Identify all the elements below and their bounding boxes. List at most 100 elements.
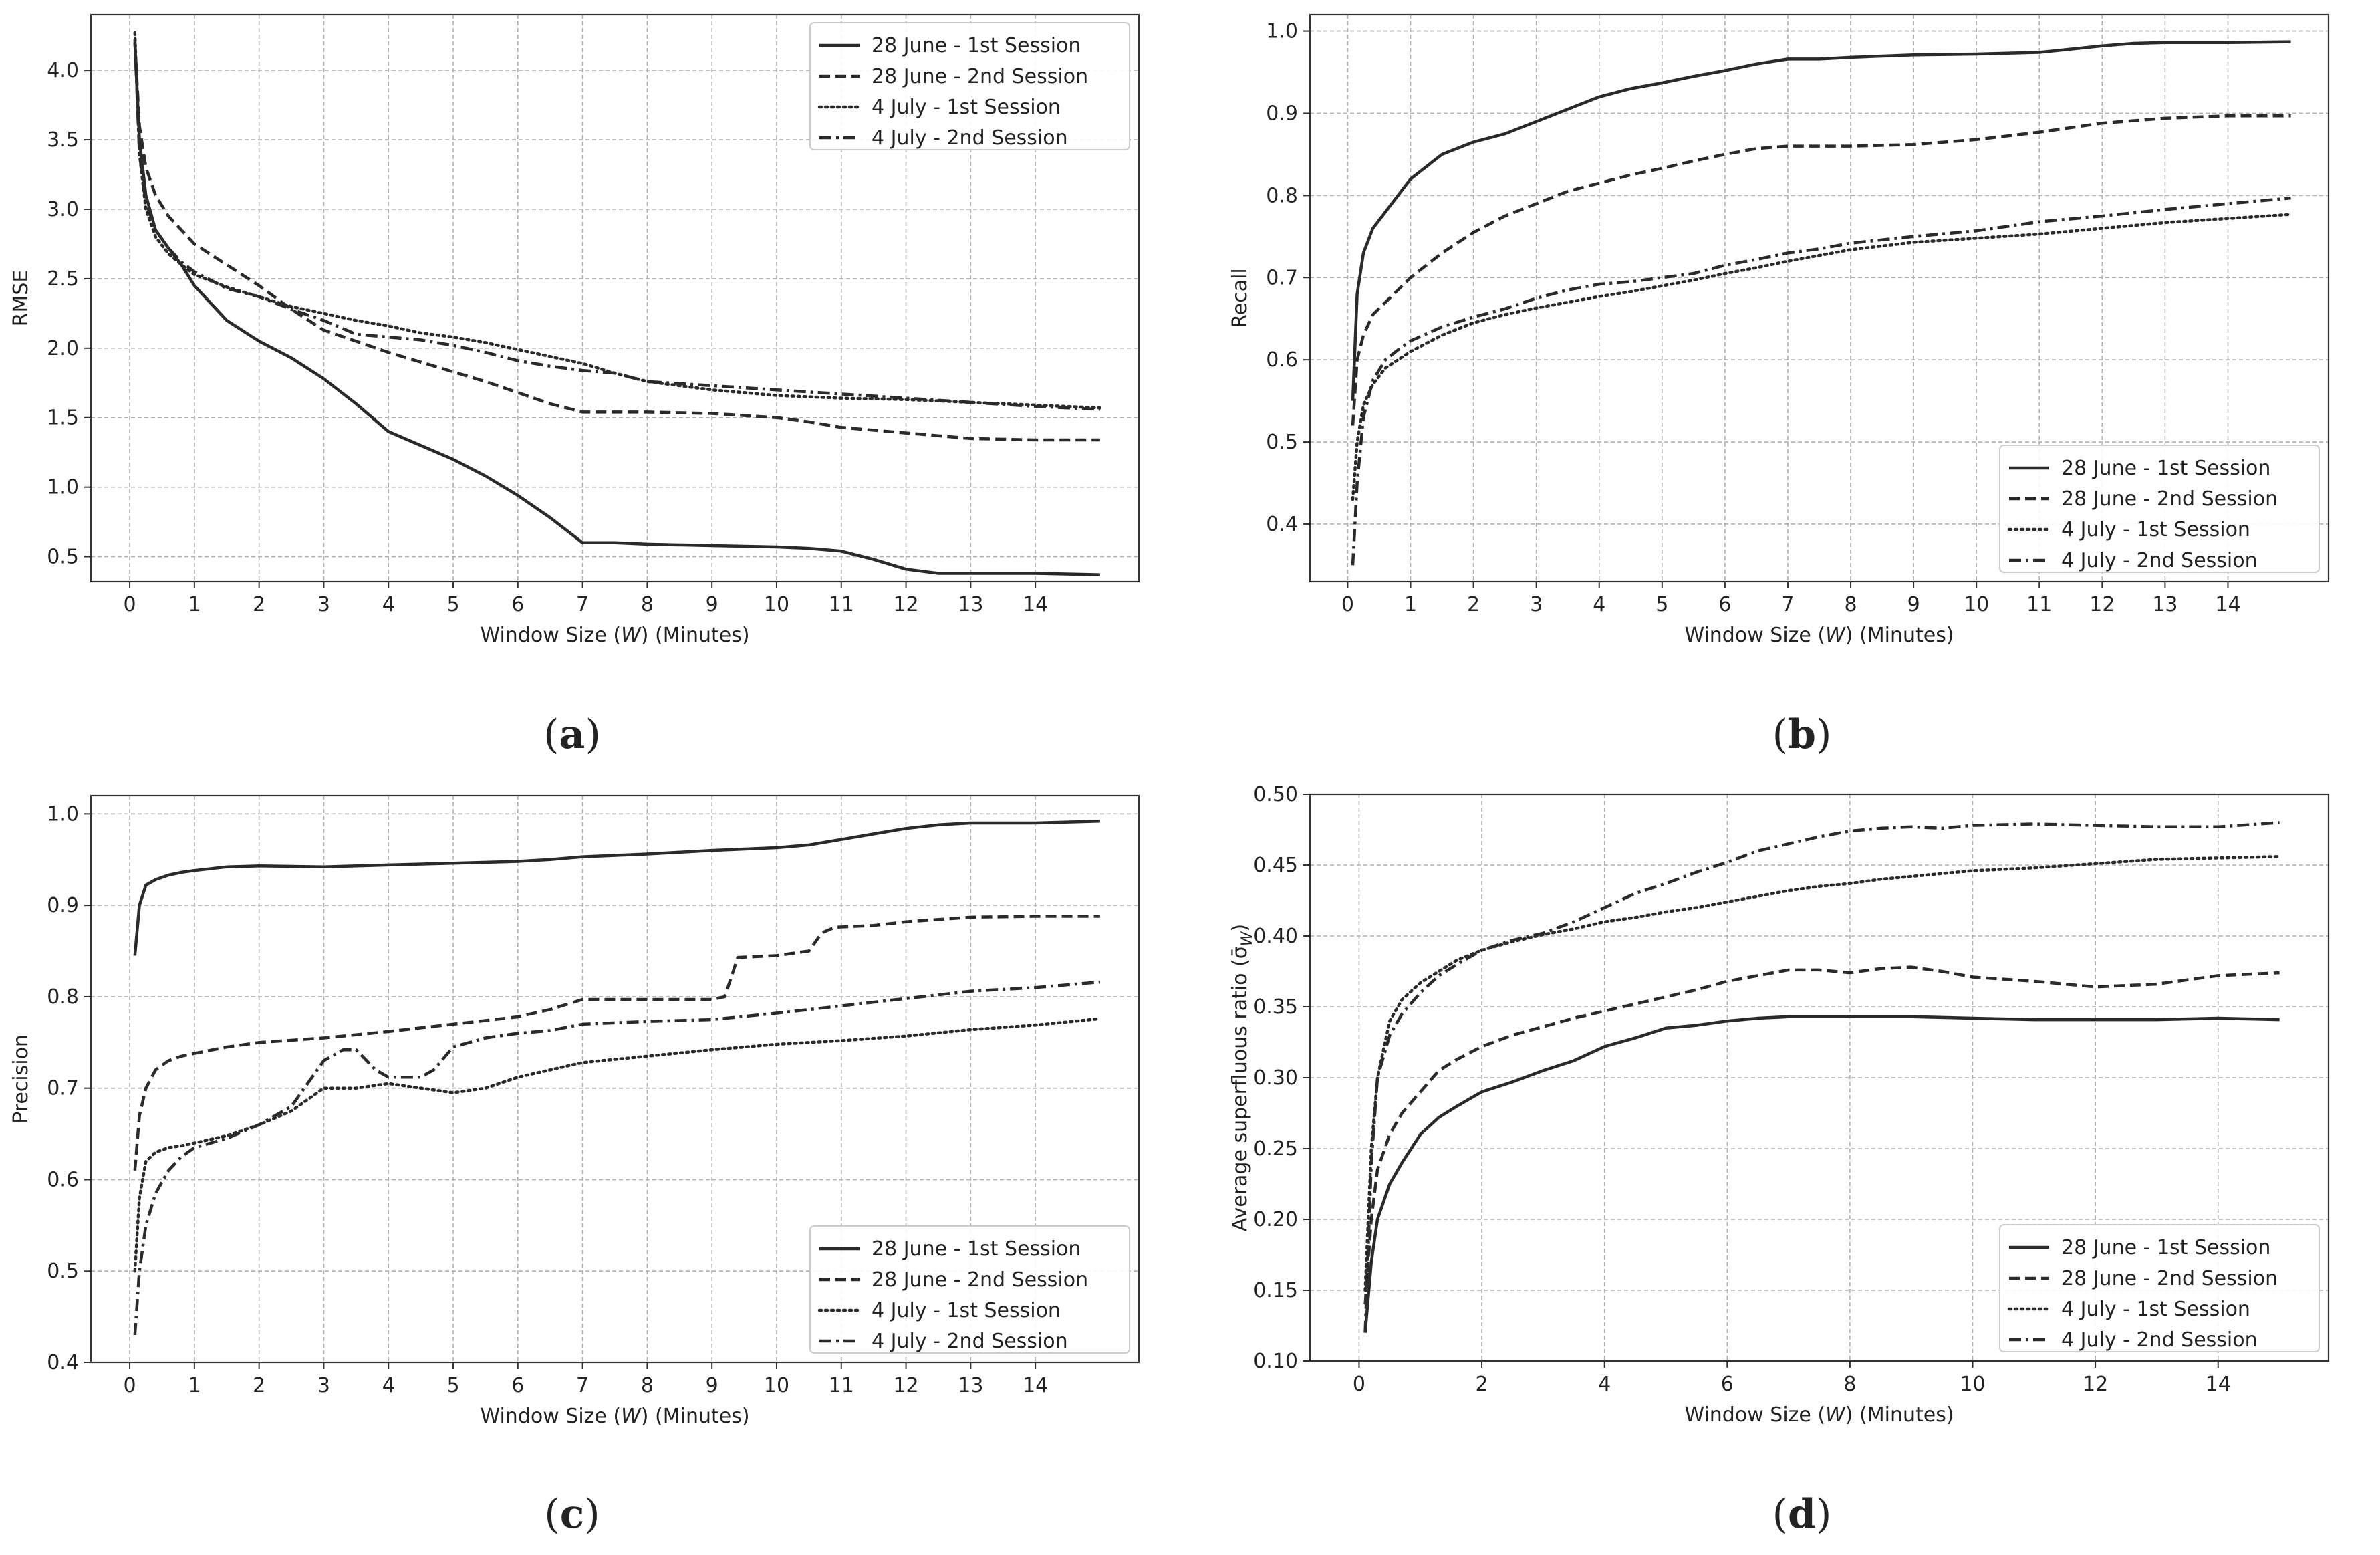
x-tick-label: 2 bbox=[1467, 593, 1480, 616]
legend-label: 4 July - 1st Session bbox=[2061, 518, 2250, 542]
y-tick-label: 0.8 bbox=[47, 985, 79, 1009]
y-tick-label: 2.0 bbox=[47, 337, 79, 360]
legend-box bbox=[809, 1225, 1130, 1354]
legend-label: 4 July - 2nd Session bbox=[2061, 549, 2258, 572]
x-tick-label: 8 bbox=[1843, 1372, 1856, 1396]
x-tick-label: 4 bbox=[382, 593, 395, 616]
series-line-b-3 bbox=[1351, 196, 2291, 566]
legend-d: 28 June - 1st Session 28 June - 2nd Sessi… bbox=[1999, 1224, 2320, 1352]
y-tick-label: 0.40 bbox=[1253, 925, 1298, 948]
x-tick-label: 8 bbox=[641, 593, 654, 616]
y-axis-label: Precision bbox=[9, 1034, 33, 1124]
x-tick-label: 4 bbox=[1598, 1372, 1611, 1396]
y-axis-label: Recall bbox=[1228, 268, 1252, 328]
series-line-a-2 bbox=[133, 31, 1102, 410]
x-tick-label: 3 bbox=[1530, 593, 1543, 616]
x-tick-label: 10 bbox=[764, 593, 789, 616]
chart-panel-d: 0 2 4 6 8 10 12 14 0.10 0.15 0.20 0.25 0.30 0.35 0.40 0… bbox=[1190, 778, 2379, 1555]
x-tick-label: 3 bbox=[317, 1374, 330, 1397]
x-tick-label: 10 bbox=[1960, 1372, 1985, 1396]
x-tick-label: 4 bbox=[382, 1374, 395, 1397]
y-tick-label: 0.7 bbox=[1266, 266, 1298, 289]
x-tick-label: 5 bbox=[446, 593, 459, 616]
axes-frame-b bbox=[1309, 13, 2330, 583]
x-tick-label: 0 bbox=[1341, 593, 1354, 616]
series-line-d-0 bbox=[1363, 1015, 2280, 1333]
x-tick-label: 2 bbox=[253, 593, 265, 616]
legend-label: 28 June - 1st Session bbox=[2061, 1236, 2270, 1260]
chart-c-svg: 0 1 2 3 4 5 6 7 8 9 10 11 12 13 140.40.50.60.70.80.91.… bbox=[9, 794, 1140, 1428]
y-tick-label: 0.6 bbox=[1266, 348, 1298, 372]
x-tick-label: 12 bbox=[2083, 1372, 2108, 1396]
chart-a-svg: 0 1 2 3 4 5 6 7 8 9 10 11 12 13 140.51.01.52.02.53.03.… bbox=[9, 13, 1140, 647]
y-tick-label: 0.15 bbox=[1253, 1279, 1298, 1302]
caption-c-letter: c bbox=[559, 1491, 585, 1538]
y-tick-label: 0.10 bbox=[1253, 1350, 1298, 1373]
legend-label: 28 June - 1st Session bbox=[2061, 457, 2270, 480]
y-tick-label: 3.5 bbox=[47, 128, 79, 152]
x-tick-label: 13 bbox=[2152, 593, 2177, 616]
y-tick-label: 1.5 bbox=[47, 406, 79, 430]
chart-b-svg: 0 1 2 3 4 5 6 7 8 9 10 11 12 13 140.40.50.60.70.80.91.… bbox=[1228, 13, 2330, 647]
x-tick-label: 12 bbox=[2089, 593, 2115, 616]
x-tick-label: 5 bbox=[446, 1374, 459, 1397]
series-line-b-2 bbox=[1351, 213, 2292, 501]
series-line-c-2 bbox=[133, 1017, 1102, 1273]
chart-panel-b: 0 1 2 3 4 5 6 7 8 9 10 11 12 13 14 0.4 0.5 0.6 0.7 0.8 0.9 1.… bbox=[1190, 0, 2379, 778]
y-tick-label: 0.25 bbox=[1253, 1137, 1298, 1161]
y-axis-label: RMSE bbox=[9, 270, 33, 327]
y-tick-label: 0.5 bbox=[47, 546, 79, 569]
y-tick-label: 0.30 bbox=[1253, 1066, 1298, 1090]
x-tick-label: 8 bbox=[641, 1374, 654, 1397]
x-tick-label: 7 bbox=[576, 1374, 589, 1397]
y-tick-label: 0.4 bbox=[47, 1351, 79, 1374]
y-tick-label: 1.0 bbox=[47, 476, 79, 499]
series-line-b-1 bbox=[1351, 114, 2291, 426]
y-tick-label: 2.5 bbox=[47, 267, 79, 291]
y-tick-label: 3.0 bbox=[47, 198, 79, 221]
legend-a: 28 June - 1st Session 28 June - 2nd Sessi… bbox=[809, 22, 1130, 150]
x-axis-label: Window Size (W) (Minutes) bbox=[1684, 624, 1954, 647]
axes-frame-a bbox=[90, 13, 1140, 583]
x-tick-label: 14 bbox=[1023, 1374, 1048, 1397]
series-line-d-2 bbox=[1363, 855, 2281, 1292]
caption-b-letter: b bbox=[1788, 711, 1816, 758]
x-tick-label: 3 bbox=[317, 593, 330, 616]
x-axis-label: Window Size (W) (Minutes) bbox=[1684, 1403, 1954, 1427]
y-tick-label: 0.8 bbox=[1266, 184, 1298, 207]
series-line-a-0 bbox=[133, 42, 1100, 576]
x-tick-label: 11 bbox=[2026, 593, 2052, 616]
x-axis-label: Window Size (W) (Minutes) bbox=[480, 624, 749, 647]
x-tick-label: 2 bbox=[1476, 1372, 1488, 1396]
grid-a bbox=[91, 15, 1139, 582]
series-line-a-1 bbox=[133, 42, 1100, 442]
legend-box bbox=[1999, 445, 2320, 573]
y-tick-label: 0.4 bbox=[1266, 513, 1298, 536]
x-tick-label: 1 bbox=[188, 1374, 201, 1397]
legend-label: 28 June - 1st Session bbox=[872, 1237, 1081, 1261]
legend-label: 4 July - 2nd Session bbox=[872, 126, 1068, 150]
caption-a-letter: a bbox=[559, 711, 585, 758]
x-tick-label: 1 bbox=[1404, 593, 1417, 616]
x-tick-label: 0 bbox=[124, 1374, 136, 1397]
y-tick-label: 0.45 bbox=[1253, 854, 1298, 877]
x-tick-label: 14 bbox=[2215, 593, 2240, 616]
x-tick-label: 13 bbox=[958, 1374, 983, 1397]
y-tick-label: 0.5 bbox=[1266, 431, 1298, 454]
y-tick-label: 0.35 bbox=[1253, 995, 1298, 1019]
x-tick-label: 9 bbox=[1907, 593, 1920, 616]
x-tick-label: 8 bbox=[1844, 593, 1857, 616]
x-tick-label: 5 bbox=[1656, 593, 1668, 616]
axes-frame-c bbox=[90, 794, 1140, 1364]
y-tick-label: 4.0 bbox=[47, 59, 79, 82]
chart-d-svg: 0 2 4 6 8 10 12 14 0.10 0.15 0.20 0.25 0.30 0.35 0.40 0… bbox=[1228, 783, 2330, 1427]
caption-d: (d) bbox=[1772, 1491, 1832, 1538]
y-tick-label: 1.0 bbox=[1266, 20, 1298, 43]
legend-label: 28 June - 1st Session bbox=[872, 34, 1081, 57]
x-tick-label: 12 bbox=[893, 1374, 918, 1397]
x-tick-label: 10 bbox=[764, 1374, 789, 1397]
x-tick-label: 6 bbox=[1721, 1372, 1734, 1396]
y-tick-label: 0.9 bbox=[1266, 102, 1298, 125]
series-line-c-1 bbox=[133, 915, 1100, 1171]
series-line-c-0 bbox=[133, 820, 1100, 956]
